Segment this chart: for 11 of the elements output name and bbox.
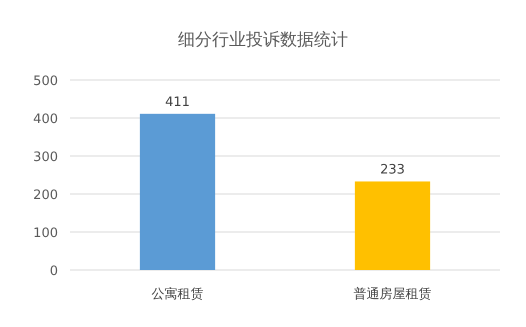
y-tick-label: 200 — [33, 188, 58, 203]
y-tick-label: 300 — [33, 150, 58, 165]
x-tick-label: 普通房屋租赁 — [354, 286, 432, 302]
chart-title: 细分行业投诉数据统计 — [178, 30, 348, 50]
y-tick-label: 500 — [33, 74, 58, 89]
x-tick-label: 公寓租赁 — [152, 286, 204, 302]
y-tick-label: 400 — [33, 112, 58, 127]
data-label: 233 — [380, 162, 405, 178]
data-label: 411 — [165, 94, 190, 110]
y-tick-label: 100 — [33, 226, 58, 241]
y-tick-label: 0 — [50, 264, 58, 279]
